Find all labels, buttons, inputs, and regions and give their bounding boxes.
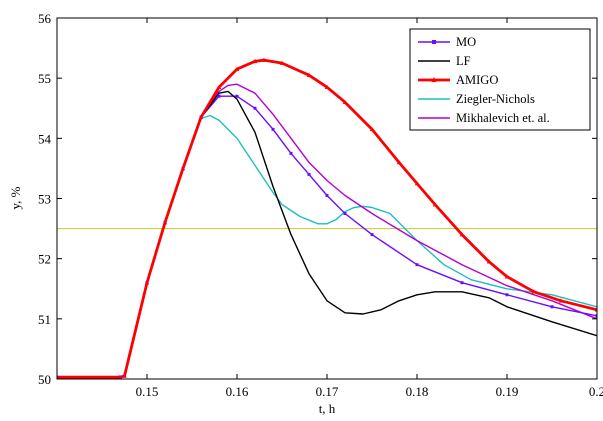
data-point — [198, 114, 204, 120]
data-point — [279, 60, 285, 65]
data-point — [414, 180, 420, 186]
data-point — [531, 289, 537, 294]
data-point — [216, 84, 222, 89]
legend-entry: MO — [456, 35, 476, 49]
data-point — [324, 84, 330, 89]
data-point — [504, 274, 510, 279]
data-point — [57, 374, 60, 379]
data-point — [594, 307, 597, 312]
x-tick-label: 0.18 — [406, 384, 429, 399]
data-point — [144, 280, 150, 285]
x-axis-label: t, h — [319, 401, 336, 416]
y-tick-label: 51 — [38, 312, 51, 327]
y-tick-label: 50 — [38, 372, 51, 387]
y-axis-label: y, % — [8, 186, 23, 209]
data-point — [343, 212, 347, 216]
data-point — [459, 232, 465, 237]
data-point — [505, 293, 509, 297]
data-point — [370, 233, 374, 237]
data-point — [271, 127, 275, 131]
legend-entry: Ziegler-Nichols — [456, 92, 535, 106]
data-point — [234, 66, 240, 71]
data-point — [306, 72, 312, 77]
data-point — [369, 126, 375, 132]
x-tick-label: 0.15 — [136, 384, 159, 399]
data-point — [415, 263, 419, 267]
legend-entry: AMIGO — [456, 73, 498, 87]
data-point — [122, 373, 127, 378]
x-tick-label: 0.17 — [316, 384, 339, 399]
legend-entry: Mikhalevich et. al. — [456, 111, 550, 125]
data-point — [595, 314, 597, 318]
data-point — [342, 99, 348, 105]
data-point — [486, 259, 492, 264]
legend-marker — [431, 77, 437, 82]
data-point — [117, 374, 123, 379]
data-point — [261, 57, 267, 62]
y-tick-label: 55 — [38, 71, 51, 86]
data-point — [289, 151, 293, 155]
y-tick-label: 53 — [38, 192, 51, 207]
data-point — [432, 202, 438, 207]
x-tick-label: 0.2 — [589, 384, 603, 399]
legend-marker — [432, 40, 436, 44]
x-tick-label: 0.19 — [496, 384, 519, 399]
data-point — [180, 165, 186, 171]
data-point — [235, 94, 239, 98]
data-point — [307, 172, 311, 176]
data-point — [460, 281, 464, 285]
data-point — [253, 106, 257, 110]
y-tick-label: 54 — [38, 131, 52, 146]
data-point — [252, 58, 258, 64]
data-point — [162, 220, 168, 225]
data-point — [325, 193, 329, 197]
x-tick-label: 0.16 — [226, 384, 249, 399]
data-point — [217, 94, 221, 98]
legend: MO LF AMIGO Ziegler-Nichols Mikhalevich et. … — [409, 28, 591, 131]
data-point — [396, 159, 402, 165]
y-tick-label: 52 — [38, 252, 51, 267]
y-tick-label: 56 — [38, 11, 52, 26]
data-point — [550, 305, 554, 309]
data-point — [558, 298, 564, 303]
legend-entry: LF — [456, 54, 471, 68]
